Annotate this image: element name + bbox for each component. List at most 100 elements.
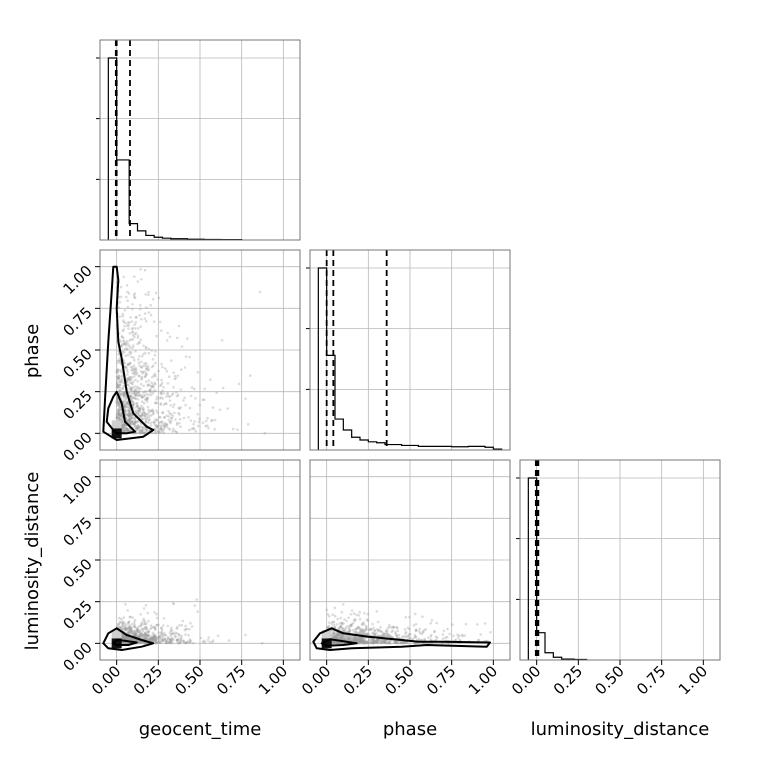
- scatter-point: [147, 379, 151, 383]
- scatter-point: [136, 426, 140, 430]
- scatter-point: [126, 637, 130, 640]
- scatter-point: [119, 381, 122, 384]
- scatter-point: [144, 372, 147, 375]
- scatter-point: [128, 417, 132, 421]
- scatter-point: [326, 626, 329, 629]
- scatter-point: [379, 640, 383, 644]
- scatter-point: [397, 633, 401, 637]
- scatter-point: [340, 641, 343, 645]
- scatter-point: [130, 416, 134, 420]
- scatter-point: [117, 411, 121, 415]
- scatter-point: [159, 416, 162, 419]
- scatter-point: [179, 425, 182, 429]
- scatter-point: [396, 641, 399, 645]
- scatter-point: [121, 424, 124, 427]
- scatter-point: [134, 388, 137, 391]
- scatter-point: [388, 641, 391, 645]
- scatter-point: [164, 634, 167, 637]
- scatter-point: [175, 632, 179, 635]
- scatter-point: [124, 354, 127, 358]
- scatter-point: [165, 339, 169, 342]
- scatter-point: [162, 431, 166, 435]
- scatter-point: [362, 639, 365, 642]
- scatter-point: [418, 630, 421, 633]
- scatter-point: [180, 623, 184, 627]
- scatter-point: [337, 641, 341, 644]
- scatter-point: [137, 426, 140, 430]
- scatter-point: [332, 635, 336, 639]
- scatter-point: [336, 636, 340, 640]
- scatter-point: [174, 430, 178, 434]
- scatter-point: [132, 420, 135, 423]
- scatter-point: [189, 640, 192, 643]
- scatter-point: [206, 424, 209, 428]
- scatter-point: [157, 430, 160, 434]
- scatter-point: [126, 377, 130, 380]
- scatter-point: [359, 640, 363, 643]
- scatter-point: [128, 339, 131, 342]
- scatter-panel-luminosity-distance-vs-phase: [309, 459, 511, 661]
- scatter-point: [121, 627, 124, 631]
- scatter-point: [140, 375, 144, 379]
- scatter-point: [342, 637, 345, 641]
- scatter-point: [133, 634, 136, 637]
- scatter-point: [138, 641, 142, 644]
- scatter-point: [154, 291, 158, 295]
- scatter-point: [147, 411, 150, 414]
- scatter-point: [121, 623, 125, 627]
- scatter-point: [118, 410, 121, 414]
- scatter-point: [138, 314, 141, 317]
- scatter-point: [159, 320, 162, 324]
- scatter-point: [335, 635, 338, 639]
- scatter-point: [138, 426, 141, 429]
- scatter-point: [128, 637, 131, 640]
- scatter-point: [149, 636, 152, 640]
- scatter-point: [121, 636, 125, 640]
- scatter-point: [326, 625, 330, 629]
- scatter-point: [190, 625, 194, 628]
- scatter-point: [121, 312, 125, 316]
- scatter-point: [176, 638, 180, 642]
- scatter-point: [367, 641, 371, 644]
- scatter-point: [236, 428, 239, 432]
- scatter-point: [347, 626, 351, 629]
- scatter-point: [135, 390, 139, 394]
- scatter-point: [328, 615, 331, 618]
- scatter-point: [363, 612, 366, 615]
- scatter-point: [151, 637, 154, 641]
- scatter-point: [121, 378, 124, 382]
- scatter-point: [175, 638, 179, 642]
- scatter-point: [143, 632, 147, 635]
- scatter-point: [116, 377, 120, 381]
- scatter-point: [126, 428, 130, 431]
- scatter-point: [132, 403, 135, 407]
- scatter-point: [137, 635, 141, 638]
- scatter-point: [376, 639, 379, 642]
- scatter-point: [390, 630, 393, 634]
- scatter-point: [420, 632, 424, 636]
- scatter-point: [140, 628, 143, 631]
- scatter-point: [139, 631, 143, 634]
- scatter-point: [117, 359, 120, 363]
- scatter-point: [161, 423, 164, 427]
- scatter-point: [119, 415, 122, 418]
- scatter-point: [391, 636, 394, 639]
- scatter-point: [126, 383, 129, 387]
- scatter-point: [352, 637, 356, 641]
- scatter-point: [125, 402, 129, 405]
- scatter-point: [120, 335, 124, 338]
- scatter-point: [353, 630, 356, 634]
- scatter-point: [149, 421, 153, 425]
- scatter-point: [381, 634, 384, 638]
- scatter-point: [128, 422, 132, 425]
- scatter-point: [128, 361, 132, 365]
- scatter-point: [126, 631, 130, 635]
- scatter-point: [389, 635, 393, 639]
- scatter-point: [162, 424, 166, 428]
- scatter-point: [161, 639, 165, 642]
- scatter-point: [418, 627, 421, 631]
- scatter-point: [123, 325, 126, 328]
- scatter-point: [140, 633, 144, 636]
- scatter-point: [182, 640, 186, 644]
